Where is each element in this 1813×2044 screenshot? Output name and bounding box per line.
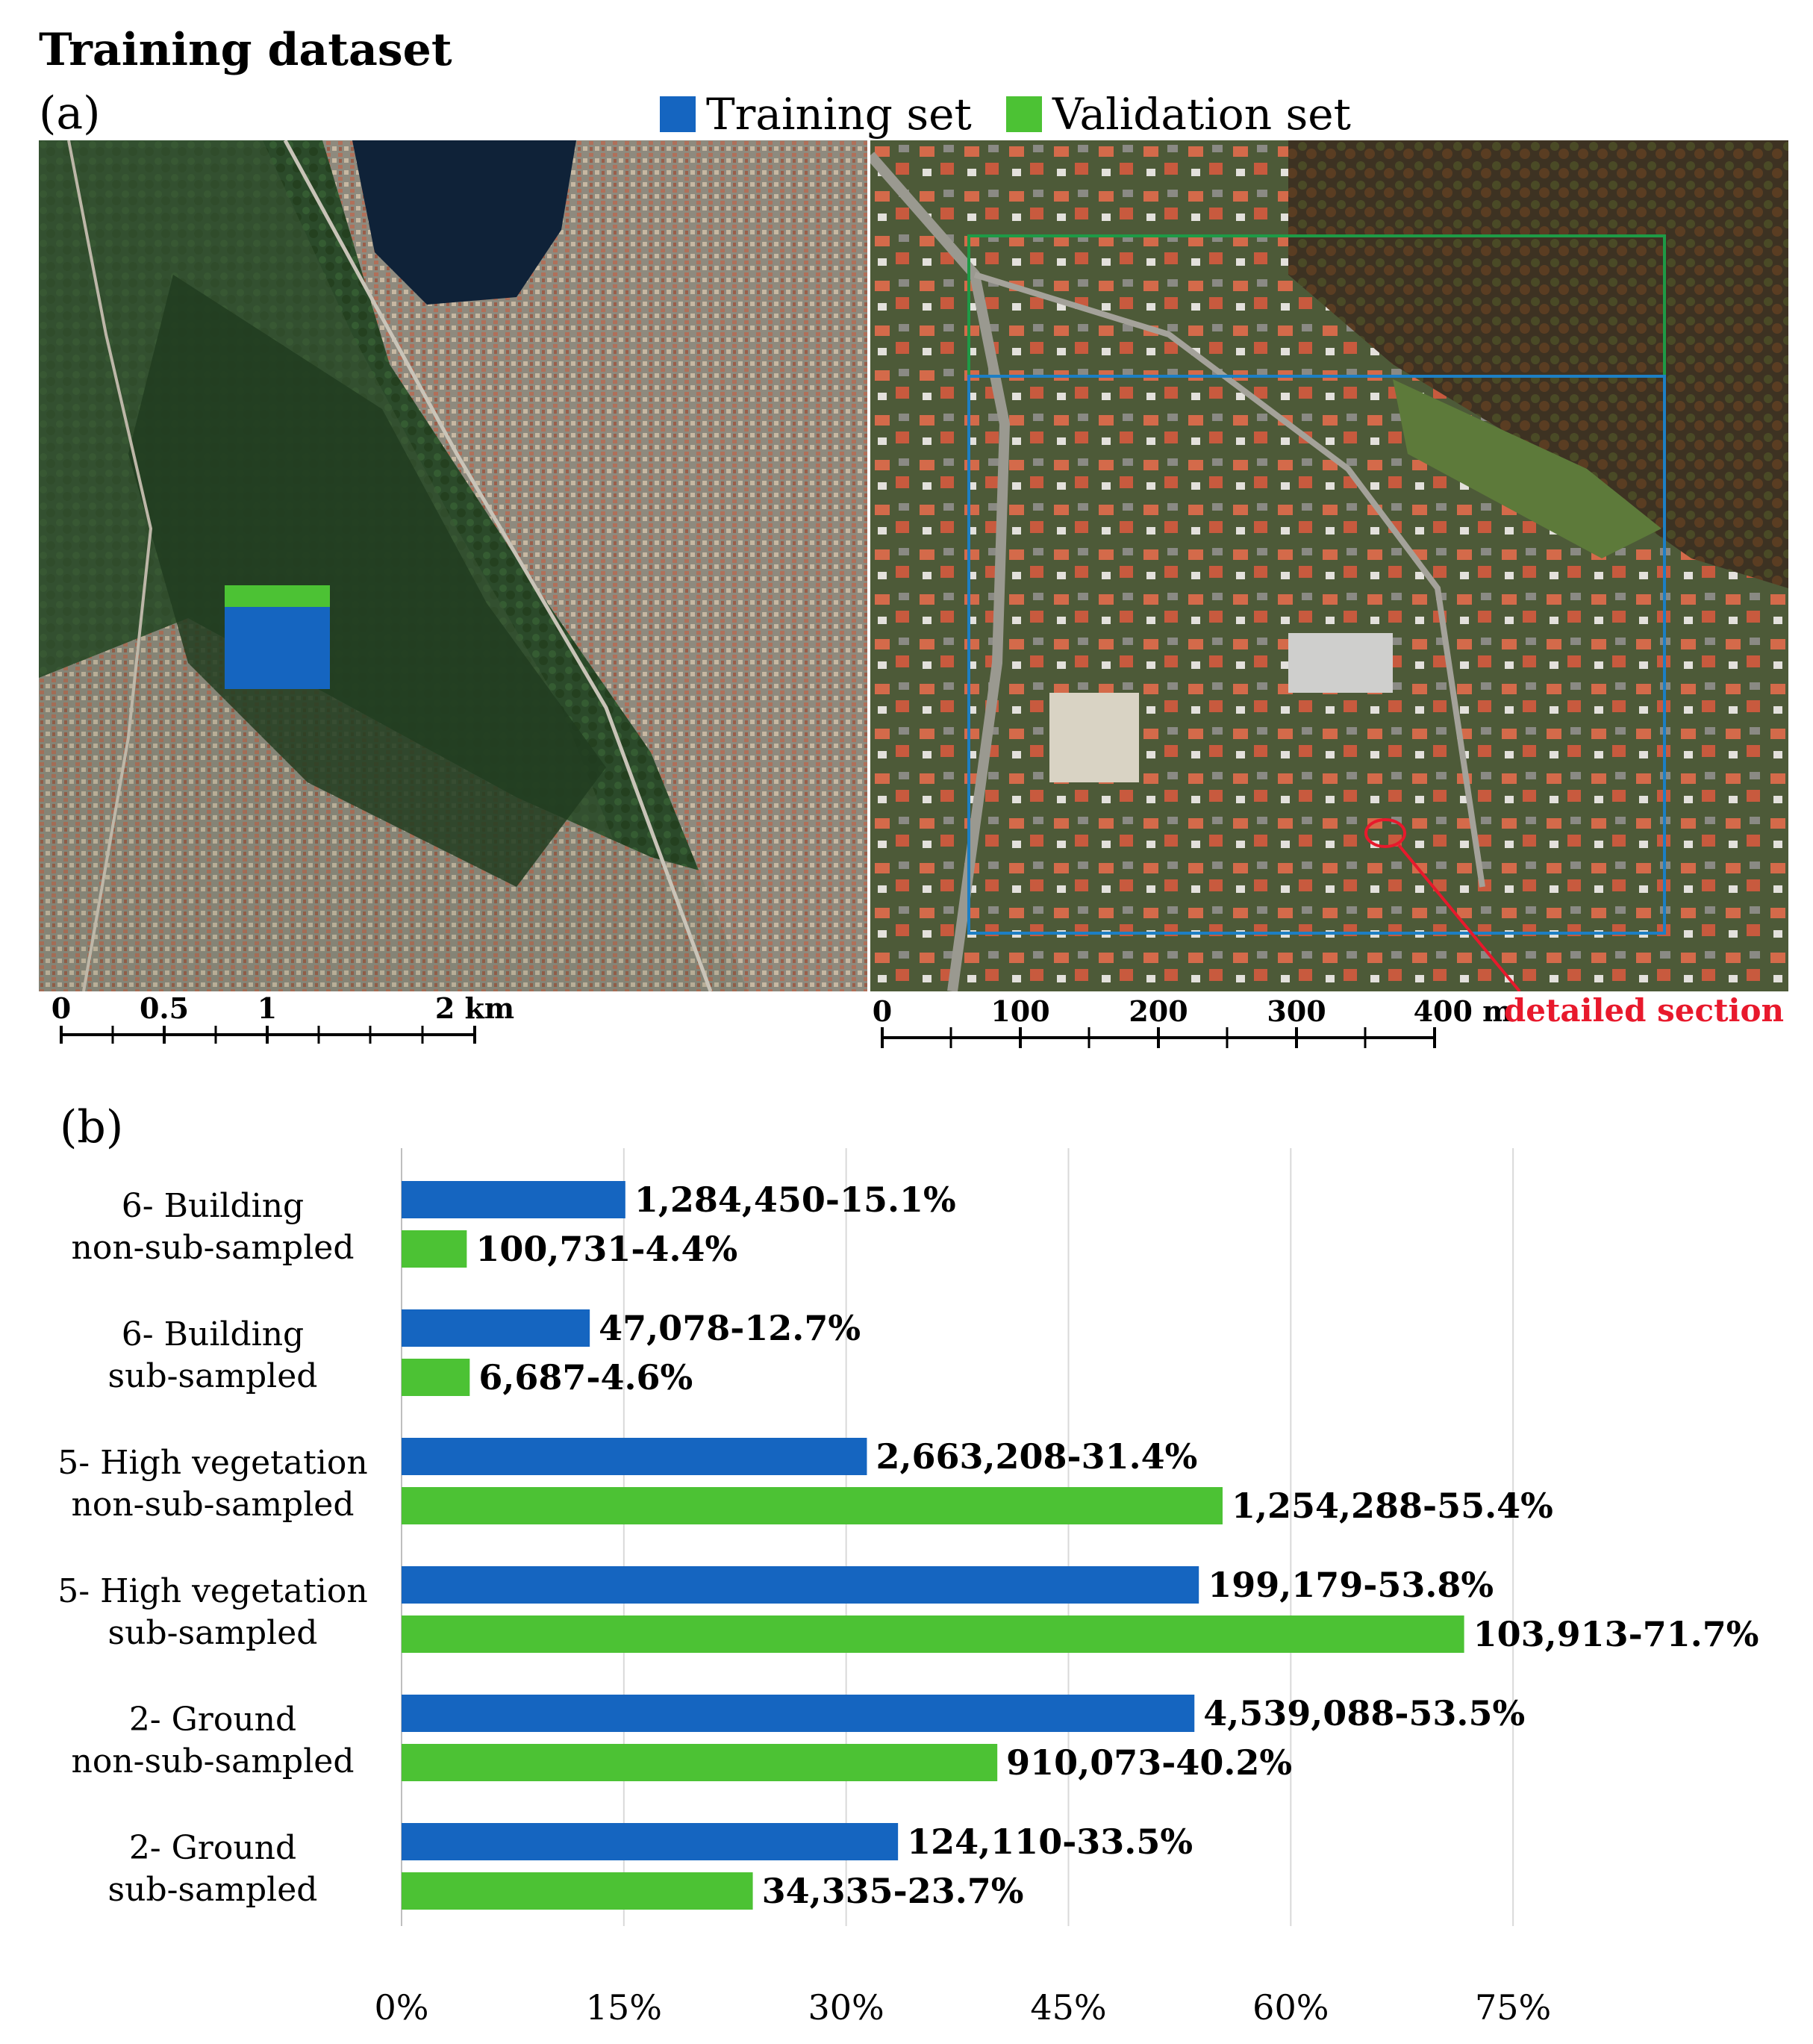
category-label: 2- Ground	[129, 1829, 296, 1867]
data-label: 1,254,288-55.4%	[1232, 1486, 1553, 1526]
data-label: 103,913-71.7%	[1473, 1614, 1759, 1654]
detail-scale-label: 300	[1267, 994, 1326, 1028]
bar	[402, 1359, 470, 1396]
bar	[402, 1487, 1223, 1524]
panel-a-label: (a)	[39, 87, 101, 140]
legend-validation: Validation set	[1006, 88, 1351, 140]
category-label: 2- Ground	[129, 1701, 296, 1739]
figure-title: Training dataset	[39, 24, 452, 76]
overview-training-area	[225, 607, 330, 689]
detail-scale-label: 400 m	[1414, 994, 1513, 1028]
data-label: 124,110-33.5%	[907, 1822, 1193, 1862]
data-label: 1,284,450-15.1%	[634, 1180, 956, 1220]
bar	[402, 1230, 467, 1268]
panel-b-label: (b)	[60, 1101, 124, 1153]
x-tick-label: 75%	[1475, 1987, 1551, 2028]
x-tick-label: 0%	[375, 1987, 429, 2028]
legend-training-swatch	[660, 96, 696, 132]
bar	[402, 1744, 998, 1781]
x-axis-ticks: 0% 15% 30% 45% 60% 75%	[375, 1987, 1552, 2028]
detailed-section-marker	[1364, 818, 1406, 848]
bar	[402, 1695, 1195, 1732]
detail-scale-label: 100	[990, 994, 1049, 1028]
x-tick-label: 30%	[808, 1987, 884, 2028]
data-label: 34,335-23.7%	[762, 1871, 1024, 1911]
data-label: 199,179-53.8%	[1208, 1565, 1494, 1605]
bar	[402, 1823, 899, 1860]
bar	[402, 1615, 1464, 1653]
overview-scale-label: 2 km	[435, 991, 514, 1025]
overview-aerial-map	[39, 140, 867, 991]
legend-training-label: Training set	[706, 89, 972, 140]
category-label: sub-sampled	[108, 1614, 318, 1652]
category-label: non-sub-sampled	[72, 1742, 355, 1780]
data-label: 47,078-12.7%	[599, 1308, 861, 1348]
detailed-section-label: detailed section	[1504, 992, 1784, 1029]
bar-chart: 6- Building non-sub-sampled 6- Building sub…	[57, 1148, 1759, 2028]
x-tick-label: 60%	[1252, 1987, 1329, 2028]
detail-scale-bar: 0 100 200 300 400 m	[873, 994, 1513, 1048]
category-label: 6- Building	[122, 1315, 304, 1353]
bar	[402, 1872, 753, 1910]
legend-validation-label: Validation set	[1052, 89, 1351, 140]
data-label: 100,731-4.4%	[475, 1229, 737, 1269]
legend-validation-swatch	[1006, 96, 1042, 132]
bar	[402, 1181, 625, 1218]
bar	[402, 1309, 590, 1347]
category-label: non-sub-sampled	[72, 1486, 355, 1524]
x-tick-label: 45%	[1030, 1987, 1106, 2028]
overview-scale-label: 0.5	[140, 991, 189, 1025]
detail-scale-label: 0	[873, 994, 892, 1028]
data-label: 2,663,208-31.4%	[876, 1436, 1197, 1477]
overview-validation-area	[225, 585, 330, 607]
overview-scale-label: 1	[258, 991, 277, 1025]
legend-training: Training set	[660, 88, 972, 140]
data-label: 910,073-40.2%	[1006, 1742, 1292, 1783]
x-tick-label: 15%	[586, 1987, 662, 2028]
bar	[402, 1438, 867, 1475]
category-label: sub-sampled	[108, 1871, 318, 1909]
detail-scale-label: 200	[1129, 994, 1188, 1028]
category-label: 5- High vegetation	[57, 1444, 367, 1482]
chart-grid	[401, 1148, 1514, 1926]
overview-scale-label: 0	[52, 991, 71, 1025]
category-label: 6- Building	[122, 1187, 304, 1225]
category-label: sub-sampled	[108, 1357, 318, 1395]
overview-scale-bar: 0 0.5 1 2 km	[52, 991, 514, 1044]
bars: 1,284,450-15.1% 100,731-4.4% 47,078-12.7% 6…	[402, 1180, 1759, 1911]
scale-bars: 0 0.5 1 2 km 0 100 200 300 400 m detaile…	[52, 991, 1784, 1048]
data-label: 4,539,088-53.5%	[1203, 1693, 1525, 1733]
category-label: 5- High vegetation	[57, 1572, 367, 1610]
detail-aerial-map	[870, 140, 1788, 991]
data-label: 6,687-4.6%	[478, 1357, 693, 1398]
category-labels: 6- Building non-sub-sampled 6- Building sub…	[57, 1187, 367, 1909]
detail-training-box	[967, 375, 1666, 935]
category-label: non-sub-sampled	[72, 1229, 355, 1267]
bar	[402, 1566, 1199, 1604]
